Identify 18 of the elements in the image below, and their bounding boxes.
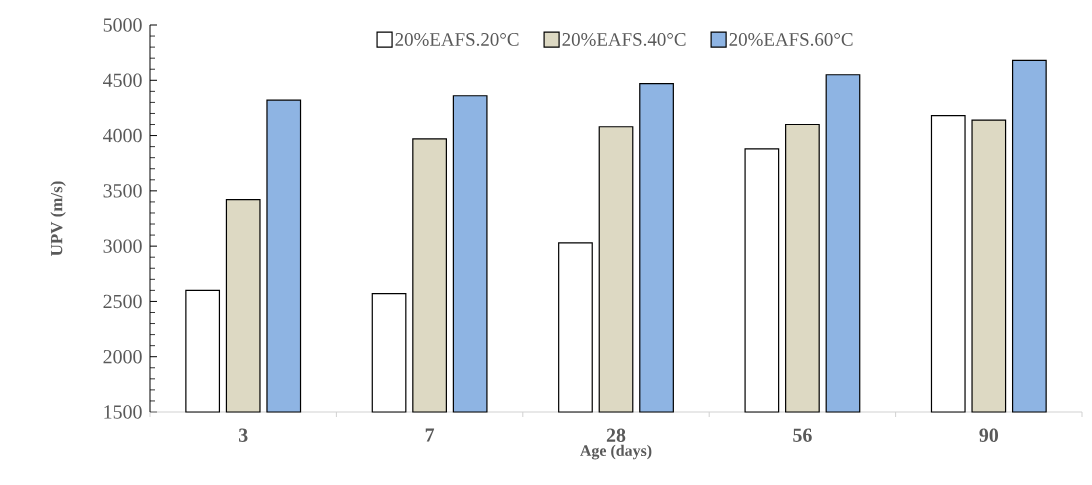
legend-label: 20%EAFS.40°C	[562, 33, 686, 46]
y-tick-label: 3500	[103, 184, 142, 198]
y-tick-label: 4000	[103, 128, 142, 143]
x-tick-label: 28	[606, 428, 626, 442]
y-tick-label: 3000	[103, 239, 142, 253]
y-tick-label: 1500	[104, 405, 142, 419]
y-tick-label: 5000	[103, 18, 142, 32]
x-tick-label: 3	[238, 428, 248, 442]
y-tick-label: 4500	[103, 73, 142, 87]
y-tick-label: 2000	[103, 349, 142, 364]
legend-label: 20%EAFS.60°C	[729, 33, 853, 46]
x-tick-label: 56	[793, 428, 812, 442]
legend-label: 20%EAFS.20°C	[395, 33, 519, 46]
x-axis-title: Age (days)	[580, 444, 652, 460]
y-axis-title: UPV (m/s)	[50, 181, 66, 256]
x-tick-label: 90	[979, 428, 999, 442]
x-tick-label: 7	[425, 428, 435, 442]
y-tick-label: 2500	[103, 294, 142, 309]
